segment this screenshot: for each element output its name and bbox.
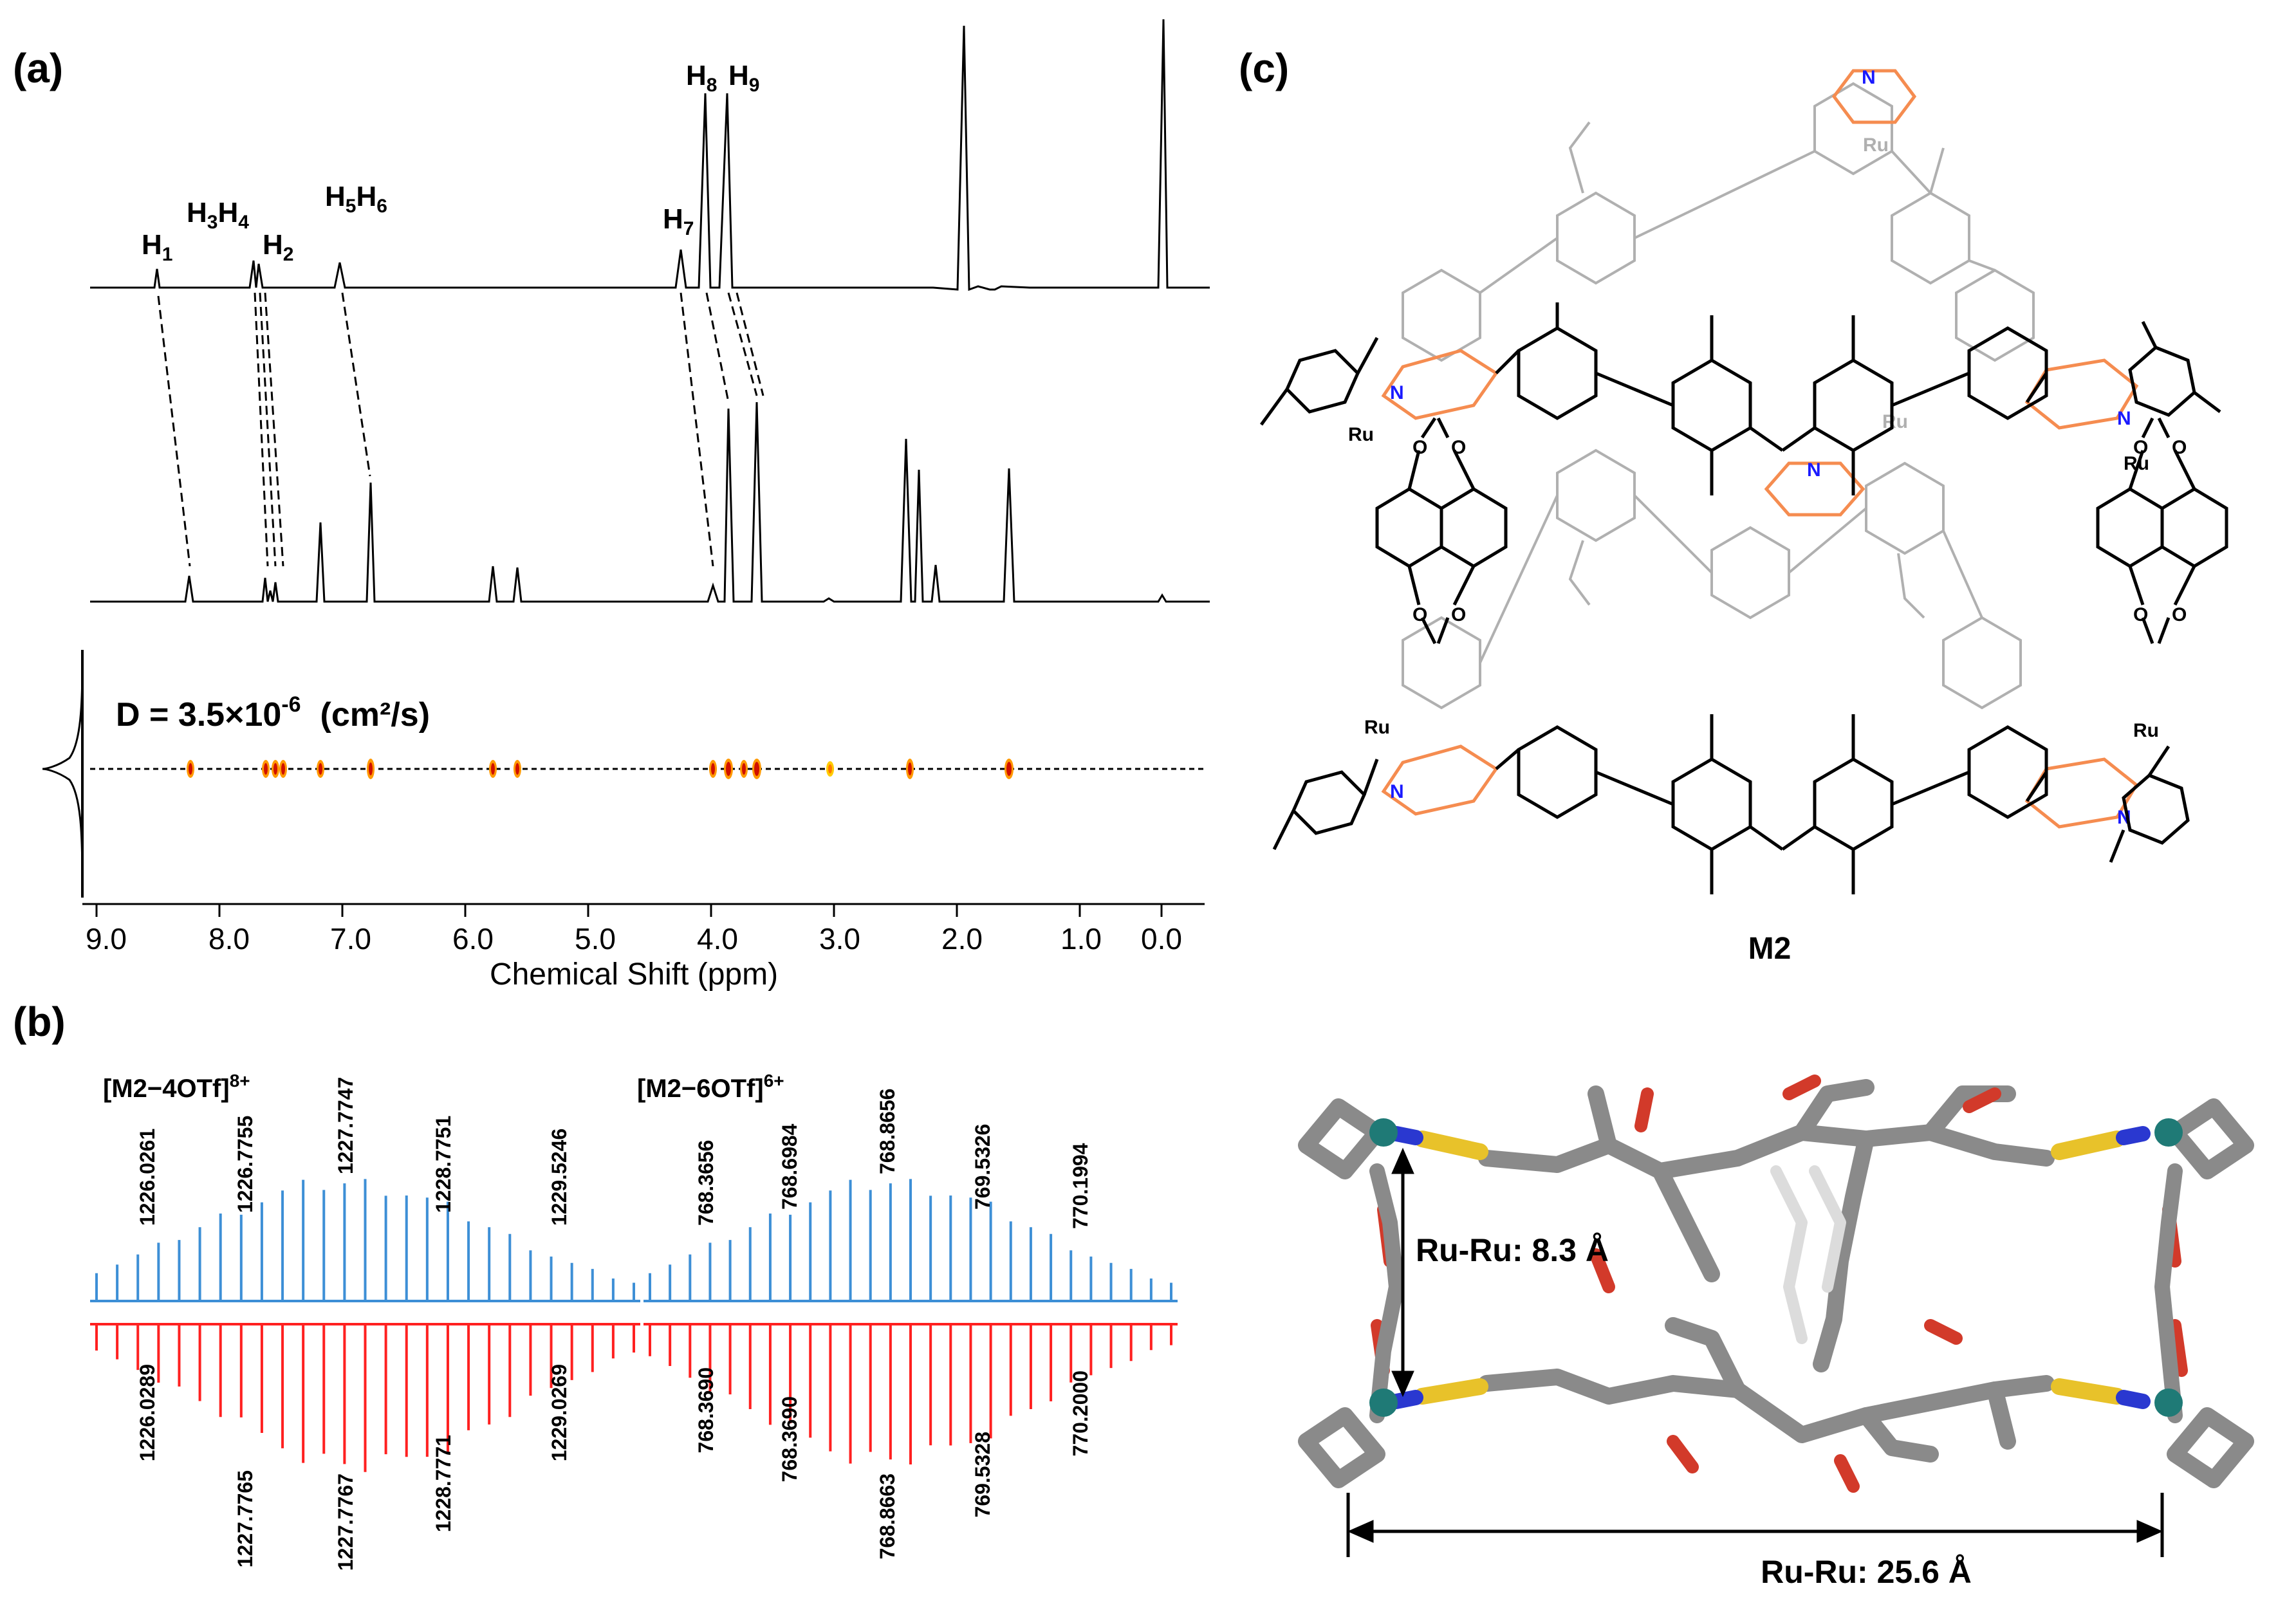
atom-n-label: N	[1807, 459, 1821, 481]
x-tick-label: 9.0	[86, 922, 127, 955]
ms-red-labels-right: 768.3690 768.3690 768.8663 769.5328 770.…	[694, 1367, 1092, 1559]
ms-right-title: [M2−6OTf]6+	[637, 1071, 784, 1103]
dosy-spots	[187, 759, 1014, 779]
x-tick-label: 6.0	[452, 922, 494, 955]
atom-ru-label: Ru	[1882, 411, 1908, 432]
atom-o-label: O	[2133, 604, 2148, 625]
atom-o-label: O	[1412, 437, 1427, 458]
peak-label-h9: H9	[728, 60, 759, 96]
dosy-coefficient: D = 3.5×10-6 (cm²/s)	[116, 692, 430, 734]
ms-peak-label: 769.5328	[971, 1432, 994, 1517]
chemical-structure-m2: Ru Ru N N N N N N	[1259, 67, 2228, 894]
ms-peak-label: 768.3656	[694, 1140, 718, 1226]
atom-o-label: O	[1451, 604, 1466, 625]
ms-peak-label: 1228.7751	[432, 1116, 455, 1213]
ms-red-trace-right	[643, 1323, 1178, 1465]
peak-label-h5h6: H5H6	[325, 181, 387, 217]
distance-label-long: Ru-Ru: 25.6 Å	[1761, 1554, 1972, 1590]
atom-n-label: N	[2117, 408, 2131, 429]
atom-o-label: O	[2172, 604, 2187, 625]
ms-peak-label: 768.3690	[694, 1367, 718, 1453]
atom-o-label: O	[2172, 437, 2187, 458]
ms-peak-label: 769.5326	[971, 1124, 994, 1210]
ms-peak-label: 1227.7765	[234, 1470, 257, 1567]
ms-peak-label: 768.6984	[778, 1123, 801, 1210]
ms-left-title: [M2−4OTf]8+	[103, 1071, 250, 1103]
x-tick-label: 8.0	[208, 922, 250, 955]
x-tick-label: 0.0	[1141, 922, 1182, 955]
ms-blue-trace-right	[643, 1179, 1178, 1302]
ms-red-labels-left: 1226.0289 1227.7765 1227.7767 1228.7771 …	[136, 1364, 571, 1571]
atom-o-label: O	[1412, 604, 1427, 625]
crystal-structure-model	[1298, 1075, 2254, 1493]
ms-peak-label: 1229.0269	[548, 1364, 571, 1461]
correlation-lines	[157, 292, 764, 567]
x-axis-label: Chemical Shift (ppm)	[490, 957, 778, 992]
peak-label-h1: H1	[142, 229, 172, 265]
panel-label-a: (a)	[13, 45, 63, 91]
dosy-plot: D = 3.5×10-6 (cm²/s)	[42, 649, 1203, 898]
distance-arrow-short	[1391, 1147, 1414, 1398]
x-tick-label: 5.0	[575, 922, 616, 955]
x-tick-label: 4.0	[697, 922, 738, 955]
ms-blue-trace-left	[90, 1179, 640, 1302]
x-tick-label: 3.0	[819, 922, 860, 955]
ms-peak-label: 1227.7747	[334, 1077, 357, 1174]
peak-labels: H1 H3H4 H2 H5H6 H7 H8 H9	[142, 60, 759, 265]
ms-peak-label: 1226.0261	[136, 1129, 159, 1226]
ms-peak-label: 1226.0289	[136, 1364, 159, 1461]
nmr-x-axis: 9.0 8.0 7.0 6.0 5.0 4.0 3.0 2.0 1.0 0.0 …	[82, 903, 1205, 992]
peak-label-h3h4: H3H4	[187, 197, 249, 233]
atom-ru-label: Ru	[1863, 134, 1889, 156]
nmr-spectrum-top	[90, 19, 1210, 291]
compound-label: M2	[1748, 932, 1791, 966]
x-tick-label: 2.0	[941, 922, 983, 955]
ms-peak-label: 1226.7755	[234, 1116, 257, 1213]
distance-arrow-long	[1346, 1493, 2164, 1557]
ms-peak-label: 1228.7771	[432, 1435, 455, 1532]
x-tick-label: 1.0	[1060, 922, 1102, 955]
atom-ru-label: Ru	[2124, 453, 2149, 474]
atom-o-label: O	[2133, 437, 2148, 458]
atom-n-label: N	[1390, 781, 1404, 802]
atom-n-label: N	[1862, 67, 1876, 88]
peak-label-h7: H7	[663, 203, 694, 239]
ms-blue-labels-left: 1226.0261 1226.7755 1227.7747 1228.7751 …	[136, 1077, 571, 1226]
ms-peak-label: 768.8663	[876, 1473, 899, 1559]
ms-peak-label: 770.1994	[1069, 1143, 1092, 1229]
ms-peak-label: 770.2000	[1069, 1371, 1092, 1456]
atom-ru-label: Ru	[2133, 720, 2159, 741]
x-tick-label: 7.0	[330, 922, 371, 955]
atom-ru-label: Ru	[1364, 717, 1390, 738]
ms-peak-label: 768.8656	[876, 1089, 899, 1174]
peak-label-h2: H2	[263, 229, 293, 265]
ms-blue-labels-right: 768.3656 768.6984 768.8656 769.5326 770.…	[694, 1089, 1092, 1229]
ms-peak-label: 1229.5246	[548, 1129, 571, 1226]
peak-label-h8: H8	[686, 60, 717, 96]
atom-o-label: O	[1451, 437, 1466, 458]
panel-label-c: (c)	[1239, 45, 1289, 91]
ms-red-trace-left	[90, 1323, 640, 1472]
nmr-spectrum-middle	[90, 402, 1210, 603]
ms-peak-label: 768.3690	[778, 1396, 801, 1482]
distance-label-short: Ru-Ru: 8.3 Å	[1416, 1232, 1609, 1268]
ms-peak-label: 1227.7767	[334, 1473, 357, 1571]
atom-ru-label: Ru	[1348, 424, 1374, 445]
panel-label-b: (b)	[13, 999, 66, 1045]
atom-n-label: N	[1390, 382, 1404, 403]
